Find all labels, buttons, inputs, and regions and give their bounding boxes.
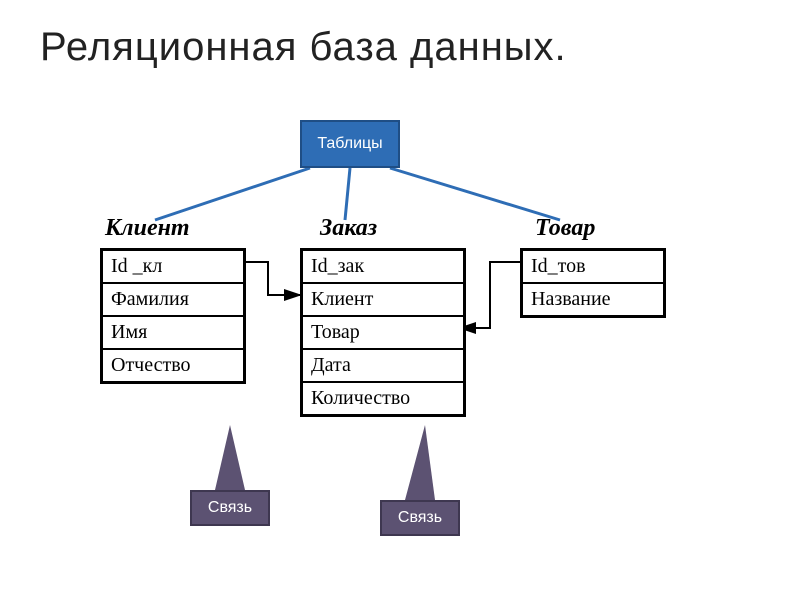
- table-product: Id_тов Название: [520, 248, 666, 318]
- table-row: Количество: [303, 381, 463, 414]
- callout-link-2: Связь: [380, 500, 460, 536]
- table-row: Id_тов: [523, 251, 663, 282]
- table-row: Отчество: [103, 348, 243, 381]
- callout-tables: Таблицы: [300, 120, 400, 168]
- table-row: Фамилия: [103, 282, 243, 315]
- callout-link-2-label: Связь: [398, 508, 442, 527]
- table-row: Id_зак: [303, 251, 463, 282]
- callout-link-1-label: Связь: [208, 498, 252, 517]
- callout-tables-label: Таблицы: [317, 134, 382, 153]
- table-order: Id_зак Клиент Товар Дата Количество: [300, 248, 466, 417]
- table-row: Дата: [303, 348, 463, 381]
- table-title-order: Заказ: [320, 215, 377, 242]
- table-row: Имя: [103, 315, 243, 348]
- table-row: Клиент: [303, 282, 463, 315]
- callout-link-1: Связь: [190, 490, 270, 526]
- table-title-client: Клиент: [105, 215, 190, 242]
- table-title-product: Товар: [535, 215, 595, 242]
- table-row: Название: [523, 282, 663, 315]
- table-row: Id _кл: [103, 251, 243, 282]
- table-row: Товар: [303, 315, 463, 348]
- table-client: Id _кл Фамилия Имя Отчество: [100, 248, 246, 384]
